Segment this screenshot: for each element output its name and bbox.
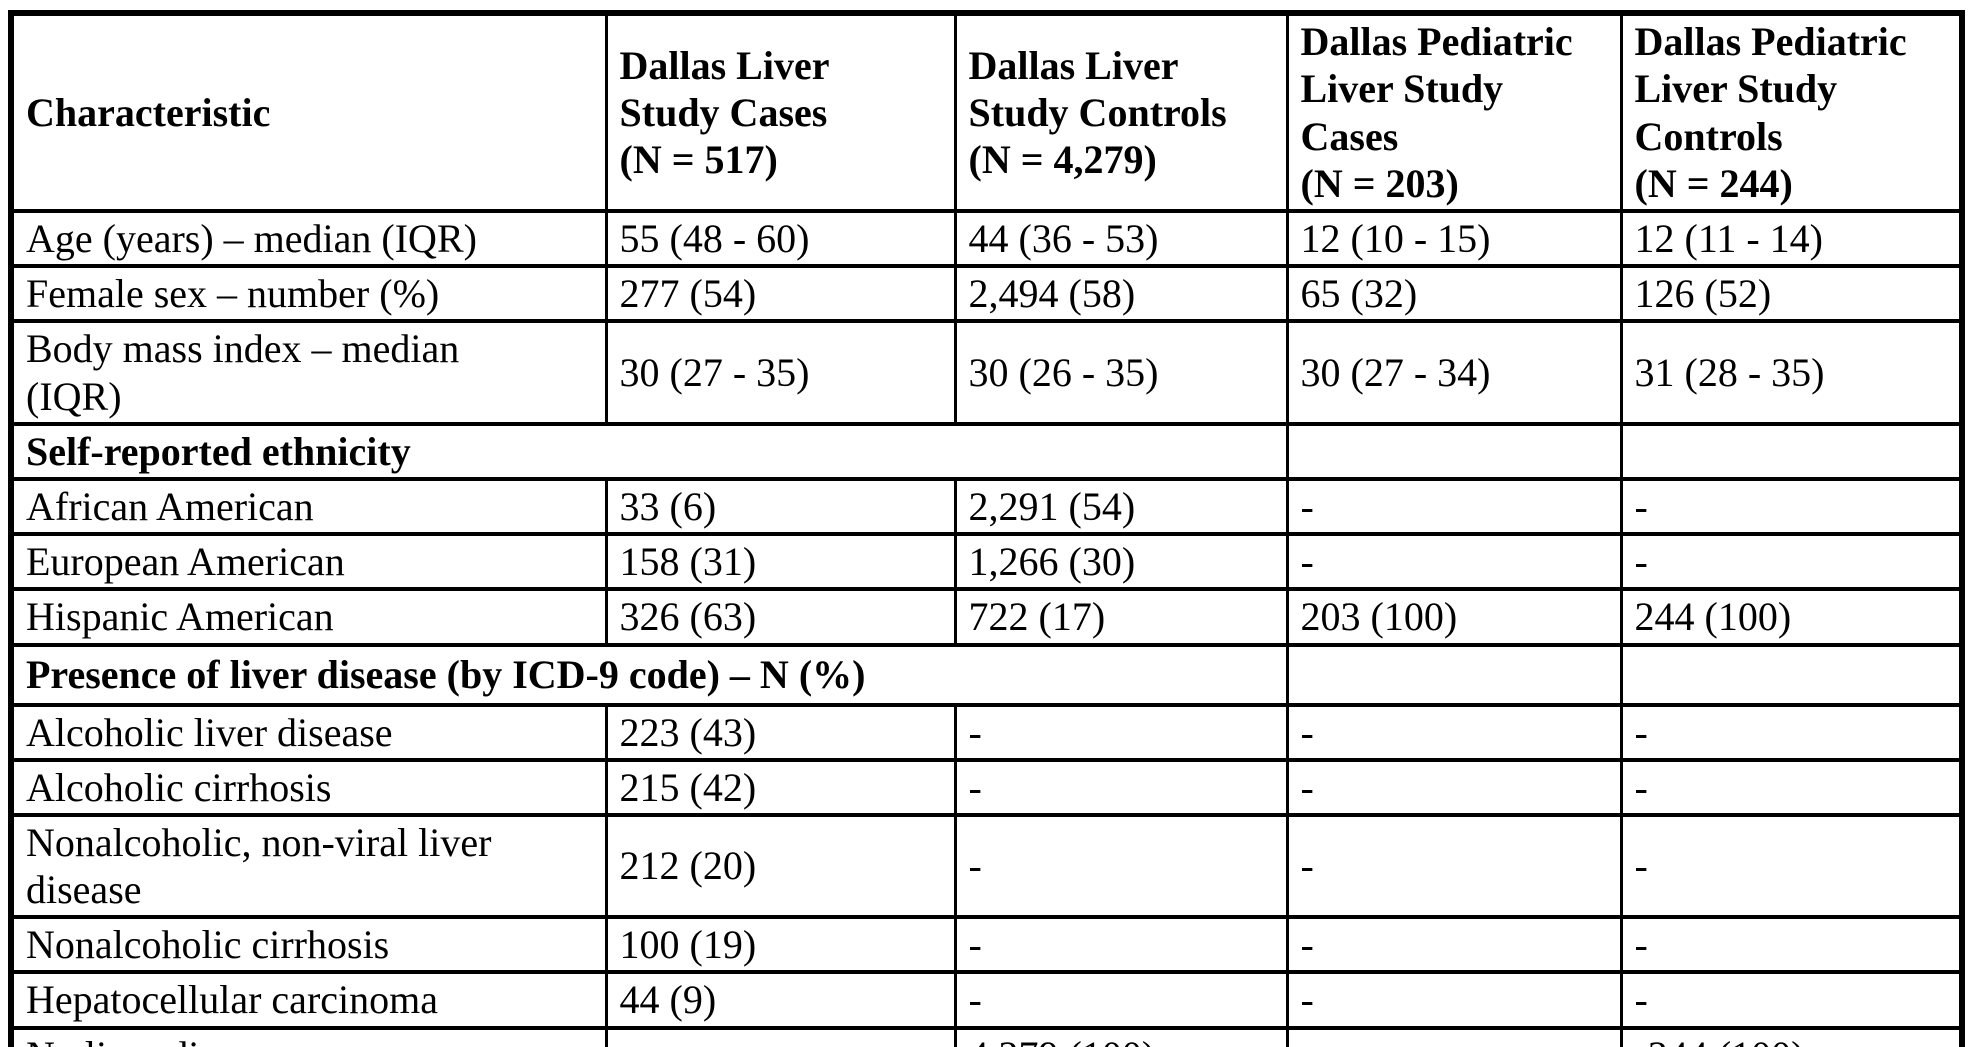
column-header-dls-cases: Dallas Liver Study Cases (N = 517) xyxy=(604,11,957,213)
row-label-cell: African American xyxy=(9,476,608,537)
row-label-cell: Nonalcoholic cirrhosis xyxy=(9,915,608,975)
row-label-cell: Body mass index – median (IQR) xyxy=(9,319,608,426)
value-cell: 326 (63) xyxy=(604,587,957,647)
row-label-cell: Hispanic American xyxy=(9,587,608,647)
column-header-dpls-controls: Dallas Pediatric Liver Study Controls (N… xyxy=(1619,11,1964,213)
value-cell: - xyxy=(1285,1025,1623,1047)
value-cell: 12 (11 - 14) xyxy=(1619,208,1964,269)
value-cell: 30 (26 - 35) xyxy=(953,319,1289,426)
table-row-nonalcoholic-cirrhosis: Nonalcoholic cirrhosis 100 (19) - - - xyxy=(9,915,1964,975)
section-label-cell: Presence of liver disease (by ICD-9 code… xyxy=(9,642,1289,707)
value-cell: - xyxy=(1619,812,1964,920)
value-cell: - xyxy=(953,757,1289,817)
row-label-cell: Hepatocellular carcinoma xyxy=(9,970,608,1030)
table-row-age: Age (years) – median (IQR) 55 (48 - 60) … xyxy=(9,208,1964,269)
value-cell: 215 (42) xyxy=(604,757,957,817)
value-cell: 4,279 (100) xyxy=(953,1025,1289,1047)
section-row-liver-disease: Presence of liver disease (by ICD-9 code… xyxy=(9,642,1964,707)
table-row-alcoholic-liver-disease: Alcoholic liver disease 223 (43) - - - xyxy=(9,702,1964,762)
table-row-african-american: African American 33 (6) 2,291 (54) - - xyxy=(9,476,1964,537)
row-label-cell: Alcoholic cirrhosis xyxy=(9,757,608,817)
value-cell: 2,291 (54) xyxy=(953,476,1289,537)
value-cell: 65 (32) xyxy=(1285,264,1623,324)
column-header-dpls-cases: Dallas Pediatric Liver Study Cases (N = … xyxy=(1285,11,1623,213)
value-cell: 44 (36 - 53) xyxy=(953,208,1289,269)
value-cell: - xyxy=(1285,476,1623,537)
value-cell: 2,494 (58) xyxy=(953,264,1289,324)
value-cell: - xyxy=(953,915,1289,975)
value-cell: 1,266 (30) xyxy=(953,532,1289,592)
value-cell: 12 (10 - 15) xyxy=(1285,208,1623,269)
value-cell: - xyxy=(1285,757,1623,817)
value-cell: 212 (20) xyxy=(604,812,957,920)
table-row-nonalcoholic-nonviral: Nonalcoholic, non-viral liver disease 21… xyxy=(9,812,1964,920)
value-cell: - xyxy=(1285,532,1623,592)
table-row-no-liver-disease: No liver disease - 4,279 (100) - -244 (1… xyxy=(9,1025,1964,1047)
value-cell: 223 (43) xyxy=(604,702,957,762)
value-cell: - xyxy=(953,970,1289,1030)
value-cell: 277 (54) xyxy=(604,264,957,324)
value-cell: - xyxy=(604,1025,957,1047)
value-cell: - xyxy=(1285,915,1623,975)
table-row-female-sex: Female sex – number (%) 277 (54) 2,494 (… xyxy=(9,264,1964,324)
header-row: Characteristic Dallas Liver Study Cases … xyxy=(9,11,1964,213)
row-label-cell: European American xyxy=(9,532,608,592)
value-cell: - xyxy=(1619,702,1964,762)
row-label-cell: Nonalcoholic, non-viral liver disease xyxy=(9,812,608,920)
value-cell: 722 (17) xyxy=(953,587,1289,647)
value-cell: 55 (48 - 60) xyxy=(604,208,957,269)
row-label-cell: Alcoholic liver disease xyxy=(9,702,608,762)
value-cell: - xyxy=(953,812,1289,920)
table-row-bmi: Body mass index – median (IQR) 30 (27 - … xyxy=(9,319,1964,426)
column-header-characteristic: Characteristic xyxy=(9,11,608,213)
value-cell: - xyxy=(1619,476,1964,537)
section-label-cell: Self-reported ethnicity xyxy=(9,421,1289,481)
row-label-cell: Age (years) – median (IQR) xyxy=(9,208,608,269)
column-header-dls-controls: Dallas Liver Study Controls (N = 4,279) xyxy=(953,11,1289,213)
value-cell: - xyxy=(1285,812,1623,920)
value-cell: - xyxy=(1619,915,1964,975)
value-cell: - xyxy=(953,702,1289,762)
row-label-cell: Female sex – number (%) xyxy=(9,264,608,324)
value-cell: 30 (27 - 35) xyxy=(604,319,957,426)
value-cell: - xyxy=(1619,532,1964,592)
value-cell: 30 (27 - 34) xyxy=(1285,319,1623,426)
empty-cell xyxy=(1285,421,1623,481)
value-cell: - xyxy=(1619,757,1964,817)
table-row-hepatocellular-carcinoma: Hepatocellular carcinoma 44 (9) - - - xyxy=(9,970,1964,1030)
value-cell: 158 (31) xyxy=(604,532,957,592)
value-cell: - xyxy=(1619,970,1964,1030)
table-row-european-american: European American 158 (31) 1,266 (30) - … xyxy=(9,532,1964,592)
value-cell: 203 (100) xyxy=(1285,587,1623,647)
row-label-cell: No liver disease xyxy=(9,1025,608,1047)
characteristics-table: Characteristic Dallas Liver Study Cases … xyxy=(8,10,1965,1047)
empty-cell xyxy=(1619,642,1964,707)
empty-cell xyxy=(1619,421,1964,481)
value-cell: 31 (28 - 35) xyxy=(1619,319,1964,426)
empty-cell xyxy=(1285,642,1623,707)
value-cell: 100 (19) xyxy=(604,915,957,975)
section-row-ethnicity: Self-reported ethnicity xyxy=(9,421,1964,481)
value-cell: 33 (6) xyxy=(604,476,957,537)
value-cell: -244 (100) xyxy=(1619,1025,1964,1047)
value-cell: - xyxy=(1285,702,1623,762)
value-cell: 44 (9) xyxy=(604,970,957,1030)
table-row-alcoholic-cirrhosis: Alcoholic cirrhosis 215 (42) - - - xyxy=(9,757,1964,817)
table-row-hispanic-american: Hispanic American 326 (63) 722 (17) 203 … xyxy=(9,587,1964,647)
value-cell: 126 (52) xyxy=(1619,264,1964,324)
value-cell: - xyxy=(1285,970,1623,1030)
value-cell: 244 (100) xyxy=(1619,587,1964,647)
